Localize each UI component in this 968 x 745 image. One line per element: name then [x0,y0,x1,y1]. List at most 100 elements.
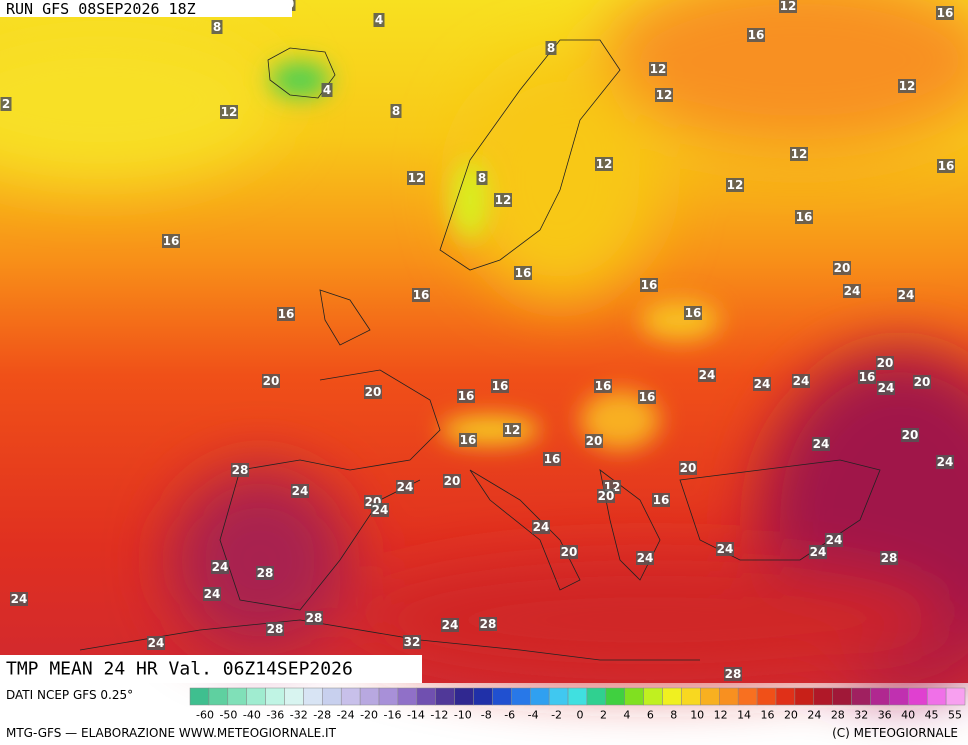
label-box [321,83,333,97]
label-box [256,566,274,580]
isotherm-label: 12 [650,62,667,76]
isotherm-label: 28 [267,622,284,636]
label-box [809,545,827,559]
label-box [457,389,475,403]
color-swatch [529,687,550,706]
isotherm-label: 4 [375,13,383,27]
isotherm-label: 24 [717,542,734,556]
isotherm-label: 28 [480,617,497,631]
color-bar-label: -50 [219,709,237,722]
color-bar: -60 -50 -40 -36 -32 -28 -24 -20 -16 -14 -12 -10 -8 -6… [189,687,966,722]
isotherm-label: 24 [793,374,810,388]
run-box [0,0,292,17]
color-swatch [246,687,266,706]
label-box [638,390,656,404]
isotherm-label: 24 [148,636,165,650]
label-box [897,288,915,302]
label-box [396,480,414,494]
color-swatch [643,687,663,706]
color-bar-label: 55 [948,709,962,722]
label-box [936,6,954,20]
isotherm-label: 24 [637,551,654,565]
color-swatch [794,687,815,706]
color-bar-label: 14 [737,709,751,722]
color-swatch [756,687,777,706]
isotherm-label: 16 [685,306,702,320]
isotherm-label: 28 [257,566,274,580]
isotherm-label: 24 [878,381,895,395]
color-swatch [605,687,626,706]
color-bar-label: 10 [690,709,704,722]
color-swatch [378,687,399,706]
isotherm-label: 8 [392,104,400,118]
color-swatch [851,687,871,706]
color-bar-label: 28 [831,709,845,722]
color-bar-label: -60 [196,709,214,722]
label-box [652,493,670,507]
label-box [726,178,744,192]
isotherm-label: 24 [699,368,716,382]
isotherm-label: 28 [881,551,898,565]
label-box [291,484,309,498]
color-swatch [473,687,493,706]
label-box [901,428,919,442]
color-swatch [586,687,607,706]
isotherm-label: 16 [278,307,295,321]
label-box [843,284,861,298]
isotherm-label: 16 [515,266,532,280]
color-swatch [832,687,852,706]
label-box [937,159,955,173]
color-bar-label: 2 [600,709,607,722]
label-box [479,617,497,631]
color-swatch [662,687,682,706]
label-box [476,171,488,185]
isotherm-label: 16 [653,493,670,507]
label-box [684,306,702,320]
legend: DATI NCEP GFS 0.25° -60 -50 -40 -36 -32 -28 -2… [6,687,966,740]
isotherm-label: 24 [810,545,827,559]
color-swatch [511,687,531,706]
isotherm-label: 24 [372,503,389,517]
isotherm-label: 20 [902,428,919,442]
color-bar-label: -6 [504,709,515,722]
color-bar-label: 8 [670,709,677,722]
color-bar-label: -8 [481,709,492,722]
color-swatch [926,687,947,706]
isotherm-label: 16 [492,379,509,393]
color-bar-label: 16 [761,709,775,722]
label-box [545,41,557,55]
label-box [724,667,742,681]
color-swatch [719,687,739,706]
color-swatch [189,687,210,706]
label-box [373,13,385,27]
label-box [494,193,512,207]
color-bar-label: 20 [784,709,798,722]
isotherm-label: 20 [263,374,280,388]
isotherm-label: 24 [844,284,861,298]
label-box [560,545,578,559]
label-box [532,520,550,534]
label-box [514,266,532,280]
color-bar-label: -20 [360,709,378,722]
color-bar-label: 6 [647,709,654,722]
isotherm-label: 12 [780,0,797,13]
color-bar-label: -32 [290,709,308,722]
isotherm-label: 28 [725,667,742,681]
isotherm-label: 20 [365,385,382,399]
isotherm-label: 24 [292,484,309,498]
color-swatch [870,687,890,706]
label-box [220,105,238,119]
label-box [147,636,165,650]
color-bar-label: 12 [714,709,728,722]
color-bar-label: -4 [528,709,539,722]
color-bar-label: 4 [623,709,630,722]
color-swatch [775,687,796,706]
isotherm-label: 24 [212,560,229,574]
label-box [364,385,382,399]
label-box [10,592,28,606]
label-box [543,452,561,466]
isotherm-label: 16 [748,28,765,42]
label-box [231,463,249,477]
color-swatch [284,687,304,706]
color-swatch [813,687,833,706]
